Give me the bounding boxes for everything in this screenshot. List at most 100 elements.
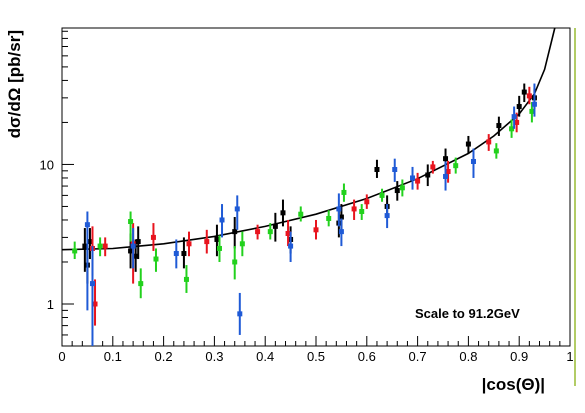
data-point: [102, 243, 108, 249]
data-point: [272, 223, 278, 229]
x-axis-ticks: 0 0.1 0.2 0.3 0.4 0.5 0.6 0.7 0.8 0.9 1: [58, 336, 574, 364]
data-point: [204, 239, 210, 245]
x-tick-label: 0.6: [358, 349, 376, 364]
plot-border: [61, 27, 571, 347]
data-point: [138, 281, 144, 287]
data-point: [183, 276, 189, 282]
data-point: [130, 243, 136, 249]
data-point: [72, 248, 78, 254]
x-tick-label: 0.1: [104, 349, 122, 364]
data-point: [186, 241, 192, 247]
data-point: [288, 243, 294, 249]
data-point: [89, 281, 95, 287]
data-point: [92, 301, 98, 307]
x-tick-label: 0.7: [409, 349, 427, 364]
data-point: [470, 158, 476, 164]
x-tick-label: 0.2: [155, 349, 173, 364]
data-point: [285, 230, 291, 236]
data-point: [521, 89, 527, 95]
data-point: [298, 211, 304, 217]
data-point: [465, 141, 471, 147]
data-point: [526, 93, 532, 99]
data-point: [313, 227, 319, 233]
y-tick-label: 10: [40, 157, 54, 172]
data-point: [239, 241, 245, 247]
data-point: [173, 251, 179, 257]
data-point: [394, 188, 400, 194]
series-black: [82, 83, 537, 284]
series-blue: [84, 83, 537, 346]
data-point: [232, 229, 238, 235]
data-point: [453, 163, 459, 169]
data-point: [351, 206, 357, 212]
y-axis-title: dσ/dΩ [pb/sr]: [5, 30, 24, 138]
data-point: [214, 236, 220, 242]
data-point: [516, 104, 522, 110]
data-point: [511, 114, 517, 120]
plot-frame: [61, 27, 576, 386]
x-tick-label: 0.4: [256, 349, 274, 364]
data-point: [384, 213, 390, 219]
data-point: [87, 239, 93, 245]
data-point: [359, 209, 365, 215]
y-axis-ticks: 1 10: [40, 30, 74, 347]
fit-curve: [62, 27, 556, 251]
data-point: [153, 256, 159, 262]
data-point: [97, 243, 103, 249]
fit-curve-group: [62, 27, 556, 251]
data-point: [445, 169, 451, 175]
data-point: [486, 139, 492, 145]
data-point: [496, 123, 502, 129]
data-point: [267, 229, 273, 235]
data-point: [341, 189, 347, 195]
series-green: [72, 102, 535, 299]
x-axis-title: |cos(Θ)|: [482, 375, 545, 394]
data-point: [531, 101, 537, 107]
data-points: [72, 83, 537, 346]
data-point: [135, 239, 141, 245]
data-point: [514, 119, 520, 125]
data-point: [237, 311, 243, 317]
data-point: [84, 222, 90, 228]
data-point: [392, 166, 398, 172]
data-point: [443, 156, 449, 162]
data-point: [82, 243, 88, 249]
series-red: [89, 86, 532, 326]
data-point: [150, 234, 156, 240]
data-point: [133, 253, 139, 259]
data-point: [410, 175, 416, 181]
data-point: [399, 185, 405, 191]
data-point: [425, 172, 431, 178]
data-point: [128, 248, 134, 254]
data-point: [326, 215, 332, 221]
data-point: [232, 259, 238, 265]
data-point: [374, 166, 380, 172]
data-point: [234, 206, 240, 212]
data-point: [216, 245, 222, 251]
data-point: [509, 126, 515, 132]
data-point: [415, 178, 421, 184]
y-tick-label: 1: [47, 297, 54, 312]
data-point: [493, 148, 499, 154]
x-tick-label: 0.8: [459, 349, 477, 364]
x-tick-label: 0.3: [205, 349, 223, 364]
scale-annotation: Scale to 91.2GeV: [415, 306, 520, 321]
data-point: [338, 229, 344, 235]
data-point: [181, 251, 187, 257]
x-tick-label: 0.5: [307, 349, 325, 364]
data-point: [336, 206, 342, 212]
data-point: [338, 214, 344, 220]
x-tick-label: 1: [566, 349, 573, 364]
data-point: [364, 199, 370, 205]
x-tick-label: 0: [58, 349, 65, 364]
data-point: [219, 217, 225, 223]
data-point: [128, 219, 134, 225]
data-point: [443, 173, 449, 179]
data-point: [255, 229, 261, 235]
x-tick-label: 0.9: [510, 349, 528, 364]
data-point: [379, 192, 385, 198]
data-point: [430, 164, 436, 170]
data-point: [529, 108, 535, 114]
data-point: [280, 210, 286, 216]
